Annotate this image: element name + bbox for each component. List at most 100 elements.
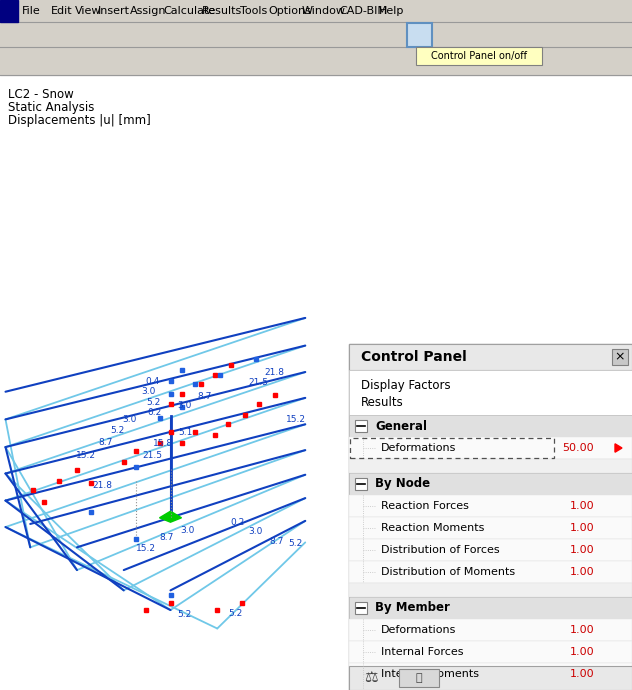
Bar xyxy=(407,23,432,47)
Bar xyxy=(349,663,632,685)
Text: 15.2: 15.2 xyxy=(76,451,96,460)
Text: 15.2: 15.2 xyxy=(286,415,306,424)
Bar xyxy=(349,685,632,690)
Text: General: General xyxy=(375,420,427,433)
Text: 1.00: 1.00 xyxy=(569,567,594,577)
Text: File: File xyxy=(22,6,41,16)
Text: 3.0: 3.0 xyxy=(177,402,191,411)
Text: 0.2: 0.2 xyxy=(230,518,244,527)
Text: Internal Forces: Internal Forces xyxy=(381,647,463,657)
Text: 📋: 📋 xyxy=(416,673,422,683)
Bar xyxy=(0,0,632,22)
Text: ×: × xyxy=(615,351,625,364)
Text: 21.5: 21.5 xyxy=(142,451,162,460)
Text: 0.4: 0.4 xyxy=(146,377,160,386)
Bar xyxy=(349,561,632,583)
Bar xyxy=(349,459,632,473)
Text: Results: Results xyxy=(361,395,404,408)
Bar xyxy=(612,349,628,365)
Bar xyxy=(349,415,632,437)
Text: 1.00: 1.00 xyxy=(569,669,594,679)
Text: Options: Options xyxy=(269,6,312,16)
Text: Distribution of Forces: Distribution of Forces xyxy=(381,545,500,555)
Text: 21.8: 21.8 xyxy=(92,482,112,491)
Text: Internal Moments: Internal Moments xyxy=(381,669,479,679)
Bar xyxy=(355,478,367,490)
Bar xyxy=(349,370,632,415)
Bar xyxy=(416,47,542,65)
Text: LC2 - Snow: LC2 - Snow xyxy=(8,88,74,101)
Text: Display Factors: Display Factors xyxy=(361,379,451,391)
Bar xyxy=(399,669,439,687)
Text: 3.0: 3.0 xyxy=(248,527,263,536)
Text: 3.0: 3.0 xyxy=(122,415,137,424)
Text: 21.5: 21.5 xyxy=(248,378,269,387)
Text: Static Analysis: Static Analysis xyxy=(8,101,94,114)
Text: 1.00: 1.00 xyxy=(569,523,594,533)
Polygon shape xyxy=(615,444,622,452)
Bar xyxy=(349,473,632,495)
Text: CAD-BIM: CAD-BIM xyxy=(339,6,387,16)
Bar xyxy=(349,597,632,619)
Bar xyxy=(349,666,632,690)
Text: Calculate: Calculate xyxy=(163,6,216,16)
Text: 21.8: 21.8 xyxy=(264,368,284,377)
Text: Deformations: Deformations xyxy=(381,625,456,635)
Bar xyxy=(349,495,632,517)
Text: View: View xyxy=(75,6,101,16)
Text: Edit: Edit xyxy=(51,6,72,16)
Text: 1.00: 1.00 xyxy=(569,647,594,657)
Text: By Member: By Member xyxy=(375,602,450,615)
Bar xyxy=(349,344,632,370)
Bar xyxy=(355,602,367,614)
Text: 5.2: 5.2 xyxy=(146,397,161,406)
Text: 8.7: 8.7 xyxy=(159,533,174,542)
Text: Deformations: Deformations xyxy=(381,443,456,453)
Text: Displacements |u| [mm]: Displacements |u| [mm] xyxy=(8,114,151,127)
Text: By Node: By Node xyxy=(375,477,430,491)
Text: Reaction Forces: Reaction Forces xyxy=(381,501,469,511)
Text: 15.8: 15.8 xyxy=(153,440,173,449)
Bar xyxy=(0,22,632,47)
Bar xyxy=(0,0,18,22)
Text: 5.1: 5.1 xyxy=(179,428,193,437)
Bar xyxy=(349,583,632,597)
Text: 5.2: 5.2 xyxy=(228,609,243,618)
Bar xyxy=(351,346,632,690)
Text: 8.7: 8.7 xyxy=(98,438,112,447)
Text: Reaction Moments: Reaction Moments xyxy=(381,523,484,533)
Text: Window: Window xyxy=(301,6,346,16)
Text: ⚖: ⚖ xyxy=(364,671,378,685)
Bar xyxy=(349,437,632,459)
Text: 3.0: 3.0 xyxy=(141,387,155,396)
Text: 1.00: 1.00 xyxy=(569,625,594,635)
Text: 1.00: 1.00 xyxy=(569,545,594,555)
Bar xyxy=(349,619,632,641)
Text: Control Panel on/off: Control Panel on/off xyxy=(431,51,527,61)
Bar xyxy=(0,47,632,75)
Text: Results: Results xyxy=(202,6,243,16)
Bar xyxy=(0,75,632,690)
Bar xyxy=(349,517,632,539)
Bar xyxy=(349,641,632,663)
Text: 5.2: 5.2 xyxy=(177,610,191,619)
Text: 5.2: 5.2 xyxy=(110,426,125,435)
Text: 8.7: 8.7 xyxy=(269,537,284,546)
Text: 50.00: 50.00 xyxy=(562,443,594,453)
Bar xyxy=(349,344,632,690)
Text: 3.0: 3.0 xyxy=(180,526,195,535)
Text: 15.2: 15.2 xyxy=(137,544,156,553)
Text: Control Panel: Control Panel xyxy=(361,350,467,364)
Bar xyxy=(350,438,554,458)
Text: 1.00: 1.00 xyxy=(569,501,594,511)
Text: Insert: Insert xyxy=(98,6,130,16)
Text: 5.2: 5.2 xyxy=(289,539,303,548)
Polygon shape xyxy=(159,511,181,522)
Text: Help: Help xyxy=(379,6,404,16)
Bar xyxy=(349,539,632,561)
Text: Distribution of Moments: Distribution of Moments xyxy=(381,567,515,577)
Text: 0.2: 0.2 xyxy=(147,408,162,417)
Text: 8.7: 8.7 xyxy=(197,391,211,400)
Bar xyxy=(355,420,367,432)
Text: Assign: Assign xyxy=(130,6,166,16)
